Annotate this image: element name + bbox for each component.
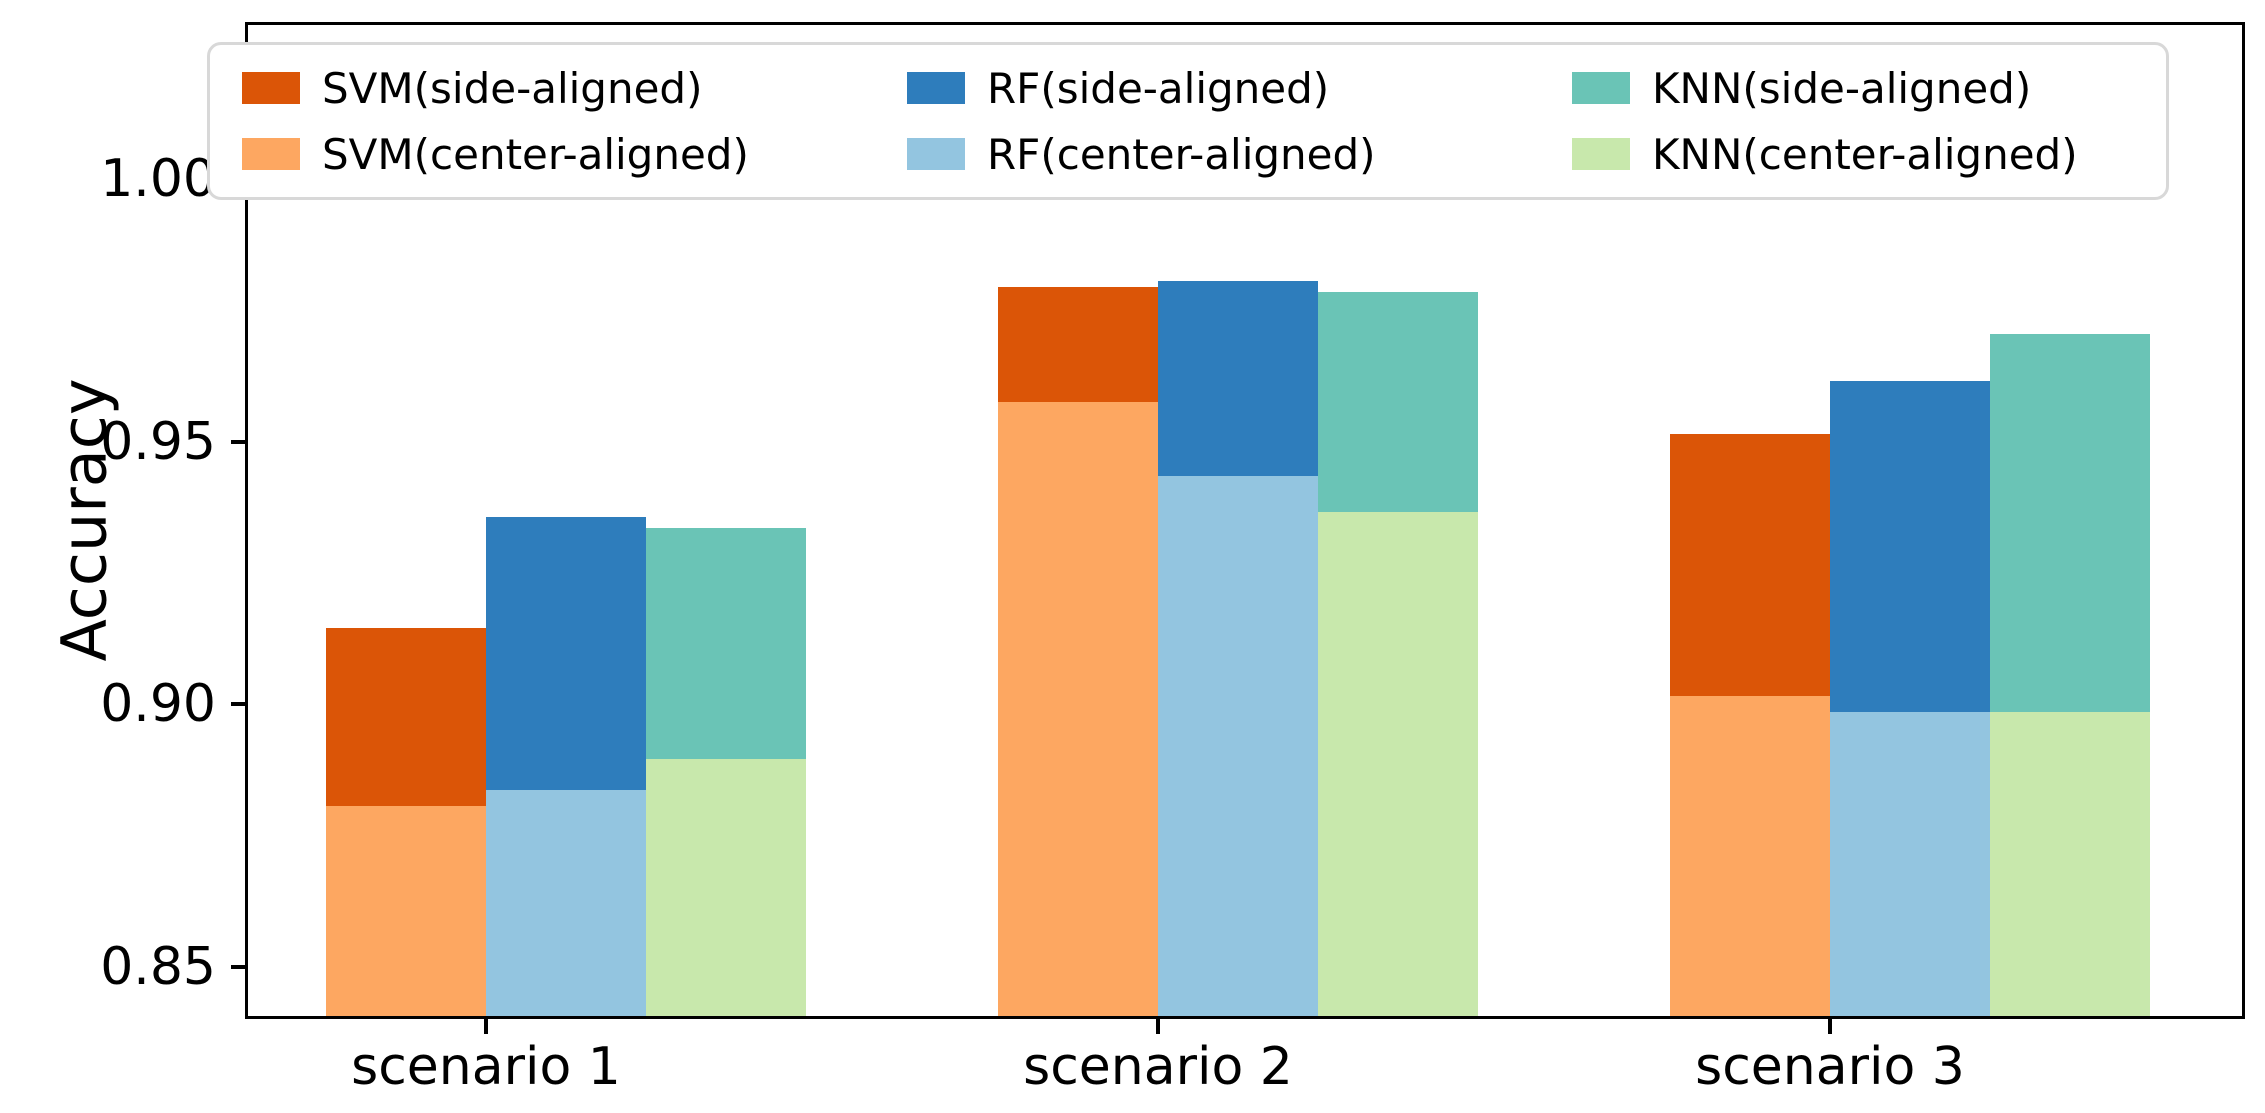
legend: SVM(side-aligned) SVM(center-aligned) RF(s… bbox=[207, 42, 2169, 200]
legend-label: KNN(center-aligned) bbox=[1652, 129, 2078, 179]
y-tick-label: 1.00 bbox=[100, 149, 216, 209]
x-tick-label: scenario 2 bbox=[1023, 1037, 1293, 1097]
bar-knn-center-scenario-1 bbox=[646, 759, 806, 1016]
legend-item-svm-center: SVM(center-aligned) bbox=[242, 130, 907, 179]
x-tick-mark bbox=[1156, 1019, 1160, 1034]
legend-swatch-icon bbox=[907, 138, 965, 170]
bar-knn-center-scenario-2 bbox=[1318, 512, 1478, 1016]
legend-swatch-icon bbox=[1572, 72, 1630, 104]
legend-label: RF(side-aligned) bbox=[987, 63, 1330, 113]
legend-label: SVM(side-aligned) bbox=[322, 63, 703, 113]
bar-knn-center-scenario-3 bbox=[1990, 712, 2150, 1016]
legend-item-knn-side: KNN(side-aligned) bbox=[1572, 64, 2156, 113]
y-tick-label: 0.95 bbox=[100, 412, 216, 472]
legend-label: RF(center-aligned) bbox=[987, 129, 1376, 179]
legend-item-svm-side: SVM(side-aligned) bbox=[242, 64, 907, 113]
y-tick-mark bbox=[231, 440, 246, 444]
bar-rf-center-scenario-2 bbox=[1158, 476, 1318, 1016]
legend-item-knn-center: KNN(center-aligned) bbox=[1572, 130, 2156, 179]
legend-item-rf-center: RF(center-aligned) bbox=[907, 130, 1572, 179]
y-tick-mark bbox=[231, 965, 246, 969]
legend-item-rf-side: RF(side-aligned) bbox=[907, 64, 1572, 113]
y-tick-label: 0.90 bbox=[100, 674, 216, 734]
y-tick-mark bbox=[231, 702, 246, 706]
legend-swatch-icon bbox=[242, 138, 300, 170]
x-tick-label: scenario 3 bbox=[1695, 1037, 1965, 1097]
legend-label: KNN(side-aligned) bbox=[1652, 63, 2032, 113]
legend-swatch-icon bbox=[907, 72, 965, 104]
x-tick-label: scenario 1 bbox=[351, 1037, 621, 1097]
x-tick-mark bbox=[1828, 1019, 1832, 1034]
y-tick-label: 0.85 bbox=[100, 937, 216, 997]
bar-rf-center-scenario-1 bbox=[486, 790, 646, 1016]
bar-svm-center-scenario-2 bbox=[998, 402, 1158, 1016]
bar-svm-center-scenario-3 bbox=[1670, 696, 1830, 1016]
bar-svm-center-scenario-1 bbox=[326, 806, 486, 1016]
legend-swatch-icon bbox=[1572, 138, 1630, 170]
bar-rf-center-scenario-3 bbox=[1830, 712, 1990, 1016]
legend-swatch-icon bbox=[242, 72, 300, 104]
x-tick-mark bbox=[484, 1019, 488, 1034]
legend-label: SVM(center-aligned) bbox=[322, 129, 749, 179]
